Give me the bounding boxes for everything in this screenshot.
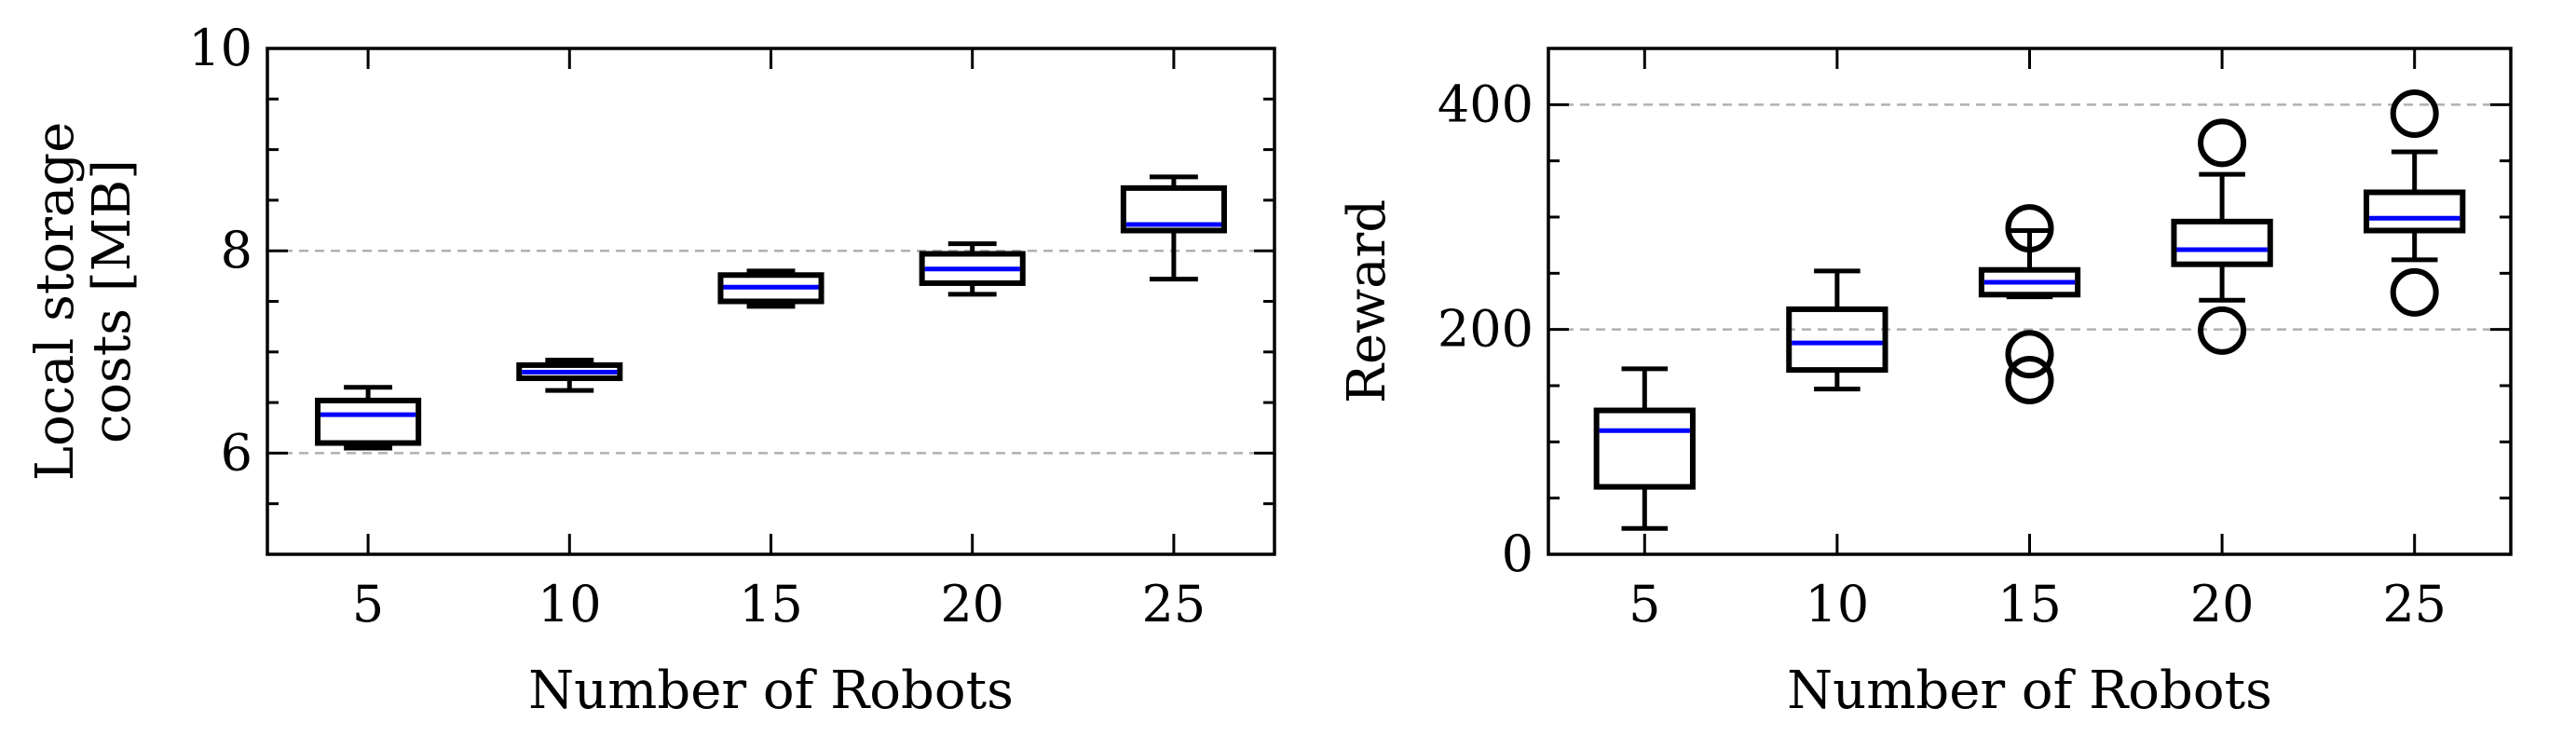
- y-tick-label: 6: [221, 423, 252, 482]
- x-tick-label: 20: [940, 575, 1004, 633]
- box-iqr: [1978, 266, 2081, 298]
- x-tick-label: 20: [2190, 575, 2255, 633]
- outlier-point: [2198, 118, 2247, 168]
- box-iqr: [1593, 407, 1696, 490]
- outlier-point: [2390, 267, 2439, 317]
- box-iqr: [315, 397, 422, 446]
- box-25: [1120, 174, 1227, 282]
- box-iqr: [2364, 189, 2466, 234]
- y-axis-label: Local storage: [25, 122, 86, 481]
- box-iqr: [919, 251, 1026, 286]
- x-tick-label: 10: [538, 575, 602, 633]
- outlier-point: [2005, 204, 2054, 253]
- y-tick-label: 0: [1502, 524, 1533, 583]
- outlier-point: [2390, 89, 2439, 138]
- y-tick-label: 400: [1438, 75, 1533, 133]
- box-10: [1786, 268, 1888, 392]
- x-tick-label: 15: [739, 575, 803, 633]
- y-tick-label: 200: [1438, 300, 1533, 359]
- box-iqr: [2171, 218, 2273, 267]
- y-axis-label: costs [MB]: [82, 159, 143, 443]
- x-tick-label: 5: [352, 575, 384, 633]
- outlier-point: [2198, 306, 2247, 355]
- box-10: [516, 357, 623, 393]
- y-tick-label: 10: [188, 19, 252, 77]
- x-tick-label: 5: [1629, 575, 1660, 633]
- box-iqr: [1786, 306, 1888, 374]
- y-axis-label: Reward: [1337, 199, 1397, 403]
- x-tick-label: 10: [1806, 575, 1870, 633]
- box-iqr: [1120, 184, 1227, 234]
- axes-frame: [1547, 47, 2513, 556]
- box-iqr: [516, 361, 623, 382]
- outlier-point: [2005, 355, 2054, 404]
- axes-frame: [266, 47, 1276, 556]
- box-15: [717, 268, 825, 309]
- box-iqr: [717, 272, 825, 305]
- x-tick-label: 25: [2382, 575, 2447, 633]
- box-20: [2171, 118, 2273, 355]
- x-tick-label: 25: [1142, 575, 1206, 633]
- box-5: [315, 385, 422, 451]
- reward-chart: 0 200 400 5 10 15 20 25 Number of Robots Reward: [1337, 47, 2513, 721]
- y-tick-label: 8: [221, 221, 252, 279]
- x-axis-label: Number of Robots: [1787, 660, 2272, 721]
- box-5: [1593, 366, 1696, 531]
- x-axis-label: Number of Robots: [528, 660, 1014, 721]
- box-15: [1978, 204, 2081, 404]
- box-25: [2364, 89, 2466, 317]
- outlier-point: [2005, 330, 2054, 379]
- box-20: [919, 241, 1026, 297]
- x-tick-label: 15: [1997, 575, 2062, 633]
- storage-cost-chart: 6 8 10 5 10 15 20 25 Number of Robots Local stora…: [25, 19, 1276, 721]
